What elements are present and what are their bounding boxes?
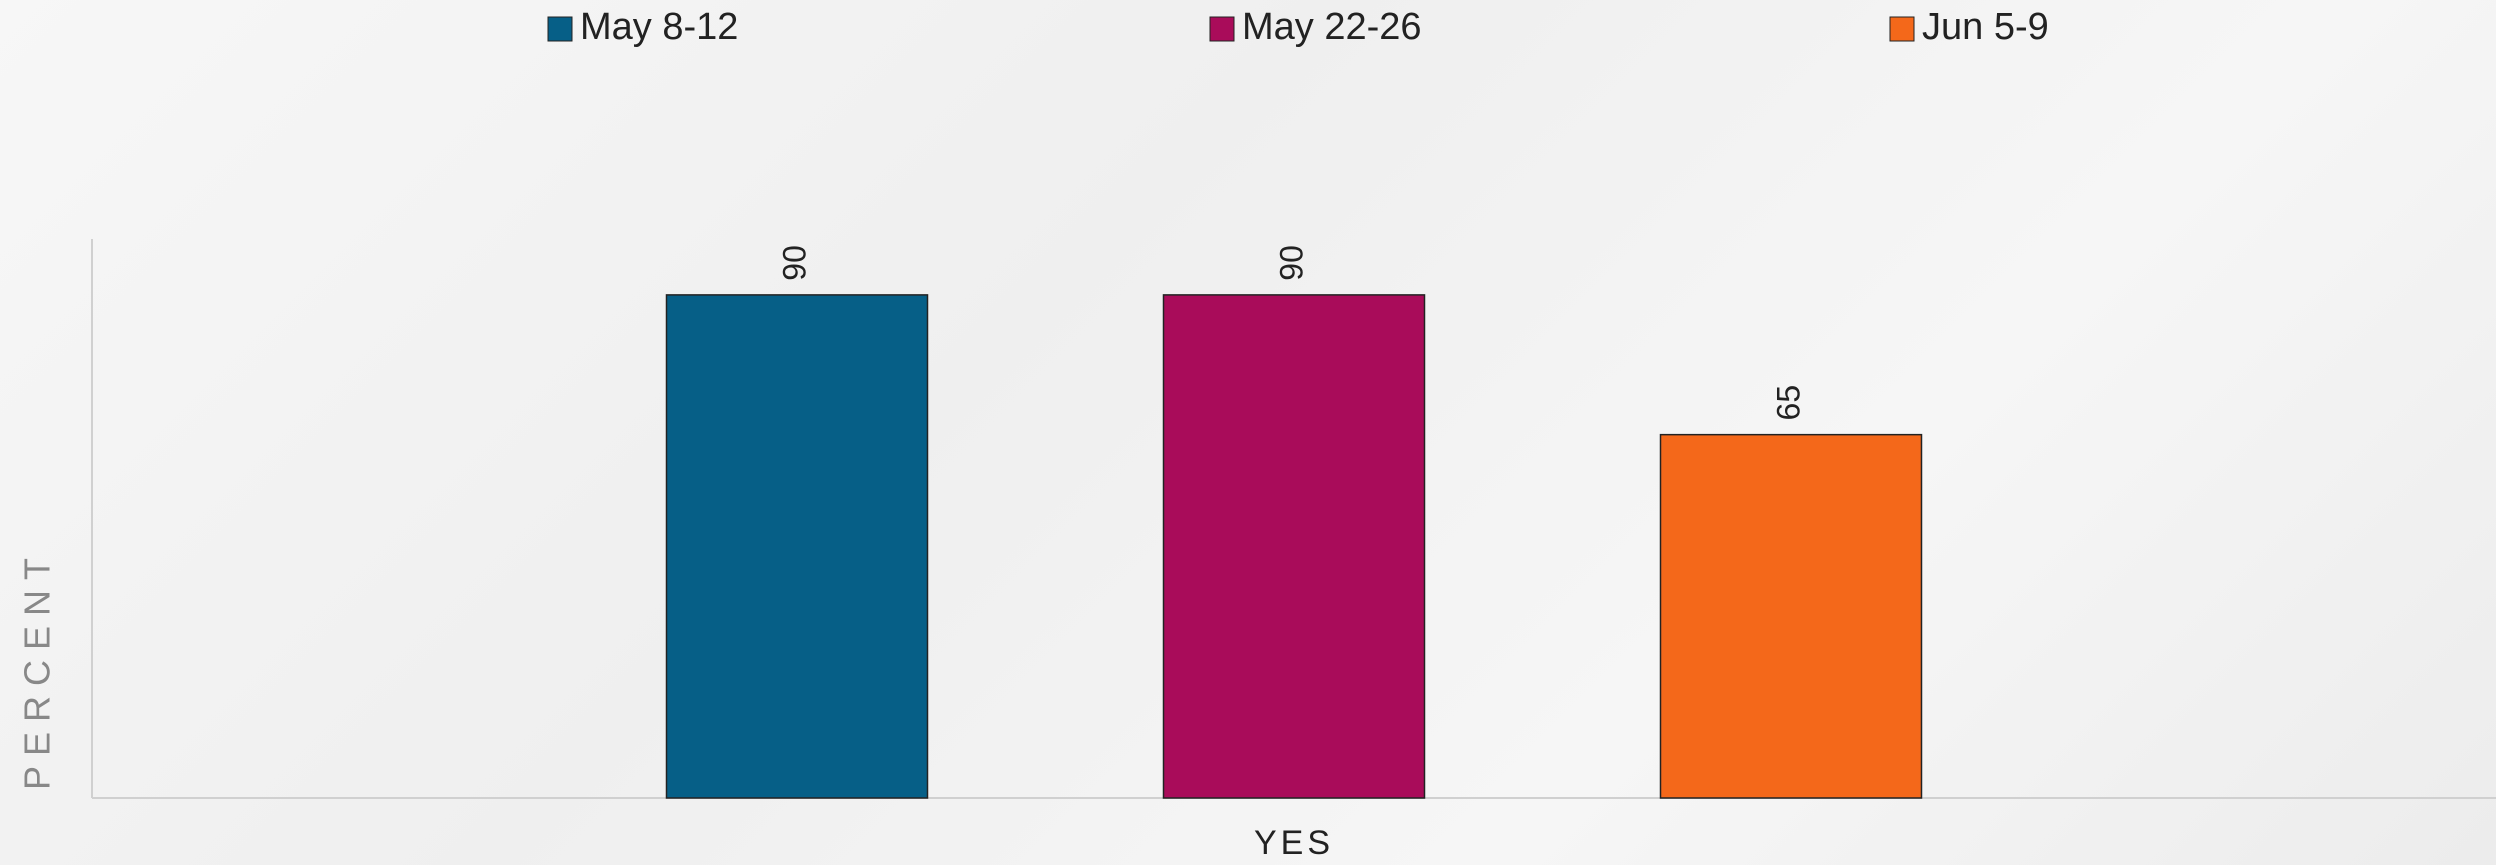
bar [665, 294, 929, 799]
legend-label: Jun 5-9 [1922, 6, 2049, 48]
legend-label: May 22-26 [1242, 6, 1422, 48]
legend-swatch [547, 16, 573, 42]
value-label: 65 [1770, 385, 1806, 421]
y-axis-label: PERCENT [17, 548, 58, 790]
legend-swatch [1209, 16, 1235, 42]
legend-label: May 8-12 [580, 6, 738, 48]
value-label: 90 [1273, 245, 1309, 281]
bar [1659, 433, 1923, 799]
bar [1162, 294, 1426, 799]
value-label: 90 [776, 245, 812, 281]
x-tick-label: YES [1254, 824, 1334, 862]
legend-swatch [1889, 16, 1915, 42]
